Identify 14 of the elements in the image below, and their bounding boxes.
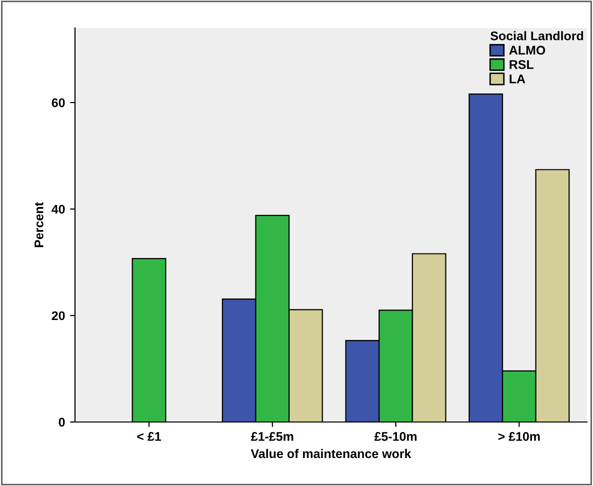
y-axis-title: Percent (34, 202, 44, 248)
y-tick-label: 40 (52, 204, 65, 214)
y-tick-label: 0 (58, 418, 65, 427)
y-tick-label: 20 (52, 311, 65, 320)
x-tick-label: £1-£5m (250, 432, 294, 441)
legend-label: LA (510, 74, 526, 84)
x-axis-title: Value of maintenance work (250, 448, 412, 458)
x-tick-label: £5-10m (374, 432, 417, 441)
y-tick-label: 60 (52, 98, 65, 108)
legend-label: ALMO (509, 46, 546, 55)
legend-label: RSL (510, 60, 534, 69)
x-tick-label: > £10m (498, 432, 540, 441)
x-tick-label: < £1 (137, 432, 162, 441)
legend-title: Social Landlord (490, 31, 584, 40)
